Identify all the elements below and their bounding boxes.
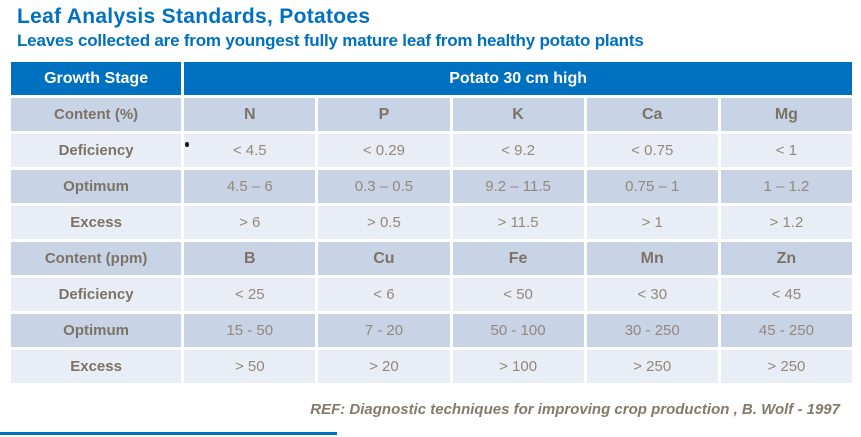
table-row-optimum-ppm: Optimum 15 - 50 7 - 20 50 - 100 30 - 250… [11,314,852,347]
row-label: Content (%) [11,98,182,131]
element-symbol: Mn [586,242,718,275]
value-cell: 0.3 – 0.5 [318,170,450,203]
leaf-analysis-table: Growth Stage Potato 30 cm high Content (… [8,59,855,386]
page-subtitle: Leaves collected are from youngest fully… [17,31,644,50]
value-cell: < 45 [720,278,852,311]
bottom-accent-line [0,432,337,435]
value-cell: > 1 [586,206,718,239]
value-cell: > 0.5 [318,206,450,239]
page-title: Leaf Analysis Standards, Potatoes [17,5,371,28]
element-symbol: P [318,98,450,131]
value-cell: 30 - 250 [586,314,718,347]
header-growth-stage: Growth Stage [11,62,182,95]
value-cell: < 4.5 [184,134,316,167]
element-symbol: K [452,98,584,131]
row-label: Optimum [11,314,182,347]
stray-bullet-mark [185,142,189,147]
header-potato-30cm: Potato 30 cm high [184,62,852,95]
row-label: Optimum [11,170,182,203]
table-row-optimum-percent: Optimum 4.5 – 6 0.3 – 0.5 9.2 – 11.5 0.7… [11,170,852,203]
value-cell: 50 - 100 [452,314,584,347]
table-header-row: Growth Stage Potato 30 cm high [11,62,852,95]
element-symbol: Ca [586,98,718,131]
value-cell: > 50 [184,350,316,383]
value-cell: > 1.2 [720,206,852,239]
value-cell: 0.75 – 1 [586,170,718,203]
element-symbol: Fe [452,242,584,275]
value-cell: 45 - 250 [720,314,852,347]
element-symbol: Cu [318,242,450,275]
table-row-excess-ppm: Excess > 50 > 20 > 100 > 250 > 250 [11,350,852,383]
value-cell: < 9.2 [452,134,584,167]
value-cell: > 250 [586,350,718,383]
row-label: Excess [11,350,182,383]
row-label: Content (ppm) [11,242,182,275]
value-cell: 9.2 – 11.5 [452,170,584,203]
table-row-deficiency-percent: Deficiency < 4.5 < 0.29 < 9.2 < 0.75 < 1 [11,134,852,167]
value-cell: < 50 [452,278,584,311]
row-label: Deficiency [11,134,182,167]
element-symbol: Mg [720,98,852,131]
footer-reference: REF: Diagnostic techniques for improving… [310,401,840,418]
value-cell: < 6 [318,278,450,311]
row-label: Deficiency [11,278,182,311]
value-cell: 4.5 – 6 [184,170,316,203]
table-row-deficiency-ppm: Deficiency < 25 < 6 < 50 < 30 < 45 [11,278,852,311]
element-symbol: N [184,98,316,131]
value-cell: < 1 [720,134,852,167]
value-cell: > 11.5 [452,206,584,239]
value-cell: > 20 [318,350,450,383]
table-row-content-percent: Content (%) N P K Ca Mg [11,98,852,131]
value-cell: > 6 [184,206,316,239]
value-cell: 7 - 20 [318,314,450,347]
value-cell: > 250 [720,350,852,383]
table-row-excess-percent: Excess > 6 > 0.5 > 11.5 > 1 > 1.2 [11,206,852,239]
table-row-content-ppm: Content (ppm) B Cu Fe Mn Zn [11,242,852,275]
element-symbol: B [184,242,316,275]
value-cell: > 100 [452,350,584,383]
value-cell: < 0.29 [318,134,450,167]
value-cell: 15 - 50 [184,314,316,347]
value-cell: 1 – 1.2 [720,170,852,203]
value-cell: < 30 [586,278,718,311]
value-cell: < 25 [184,278,316,311]
value-cell: < 0.75 [586,134,718,167]
element-symbol: Zn [720,242,852,275]
row-label: Excess [11,206,182,239]
